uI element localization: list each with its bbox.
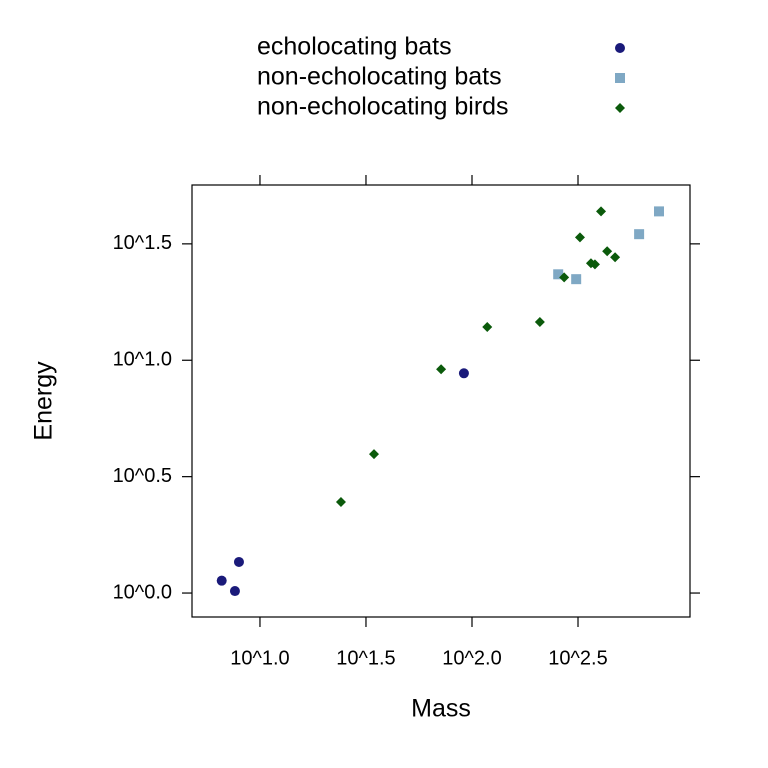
point — [482, 321, 493, 332]
plot-frame — [191, 184, 691, 618]
x-tick-label: 10^1.5 — [336, 647, 395, 669]
legend-marker — [615, 73, 625, 83]
point — [229, 586, 240, 597]
point — [458, 368, 469, 379]
legend-label: non-echolocating birds — [257, 93, 509, 121]
legend-label: non-echolocating bats — [257, 63, 502, 91]
point — [436, 364, 447, 375]
point — [589, 259, 600, 270]
point — [216, 575, 227, 586]
y-tick-label: 10^1.0 — [113, 349, 172, 371]
point — [335, 497, 346, 508]
point — [553, 269, 564, 280]
point — [571, 274, 582, 285]
legend-label: echolocating bats — [257, 33, 452, 61]
point — [559, 272, 570, 283]
y-axis-label: Energy — [30, 361, 58, 441]
y-tick-label: 10^0.0 — [113, 581, 172, 603]
point — [596, 206, 607, 217]
legend-marker — [615, 43, 625, 53]
x-axis-label: Mass — [411, 695, 471, 723]
x-tick-label: 10^2.5 — [548, 647, 607, 669]
point — [534, 316, 545, 327]
point — [653, 206, 664, 217]
point — [574, 232, 585, 243]
point — [610, 252, 621, 263]
x-tick-label: 10^1.0 — [230, 647, 289, 669]
point — [369, 449, 380, 460]
legend-marker — [615, 103, 625, 113]
point — [602, 246, 613, 257]
point — [634, 229, 645, 240]
x-tick-label: 10^2.0 — [442, 647, 501, 669]
y-tick-label: 10^1.5 — [113, 232, 172, 254]
point — [233, 556, 244, 567]
y-tick-label: 10^0.5 — [113, 465, 172, 487]
